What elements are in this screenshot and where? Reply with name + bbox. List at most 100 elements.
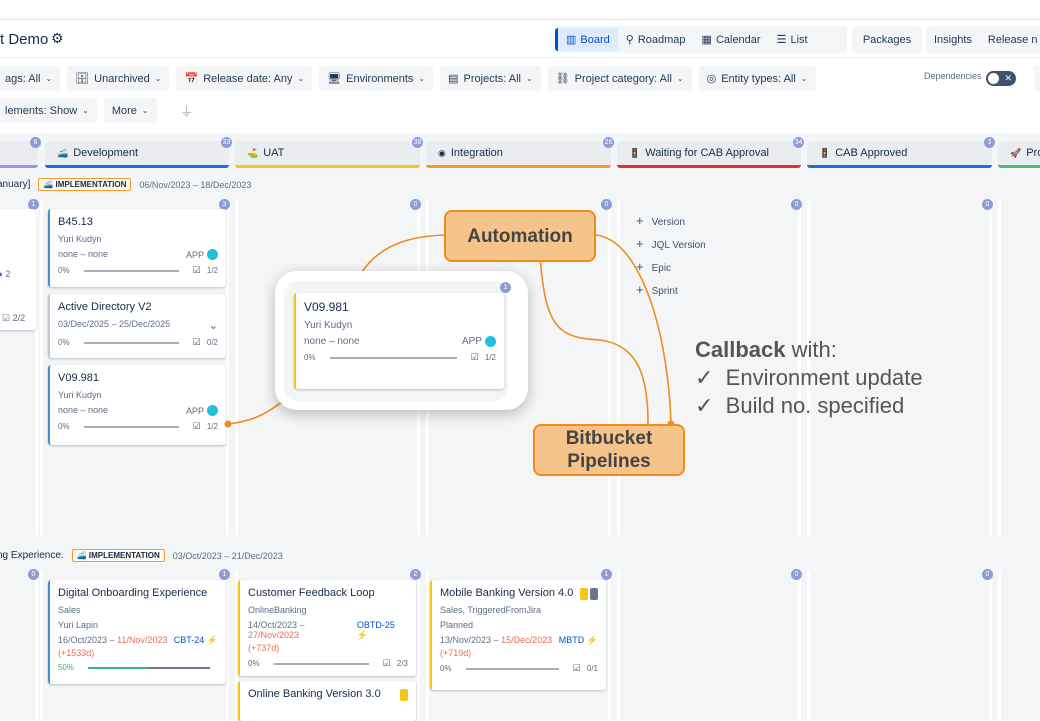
cell-count-badge: 1 (601, 569, 612, 580)
add-menu-item[interactable]: + Sprint (636, 279, 706, 302)
column-header-5[interactable]: 🚦 CAB Approved (807, 141, 992, 168)
checks-count: 2/3 (396, 659, 408, 668)
card-title: Mobile Banking Version 4.0 (440, 587, 574, 599)
swimlane-header[interactable]: anuary] 🚄 IMPLEMENTATION 06/Nov/2023 – 18/… (0, 178, 251, 191)
checkbox-icon: ☑ (382, 658, 391, 668)
progress-row: 0% ☑ 0/2 (58, 337, 218, 348)
card-dates: 16/Oct/2023 – 11/Nov/2023 (58, 635, 167, 646)
checkbox-icon: ☑ (572, 663, 581, 673)
tab-calendar[interactable]: ▦ Calendar (701, 33, 761, 47)
top-border (0, 19, 1040, 20)
swimlane-header[interactable]: ng Experience. 🚄 IMPLEMENTATION 03/Oct/202… (0, 549, 283, 562)
count-badge: 1 (500, 282, 511, 293)
add-menu-item[interactable]: + JQL Version (636, 233, 706, 256)
card-dates-row: none – none APP (58, 249, 218, 260)
card-project: Sales, TriggeredFromJira (440, 605, 542, 615)
lightning-icon: ⚡ (356, 630, 369, 640)
column-header-3[interactable]: ◉ Integration (426, 141, 611, 168)
tab-insights[interactable]: Insights (934, 33, 972, 46)
gear-icon[interactable]: ⚙ (51, 30, 64, 46)
cell-count-badge: 0 (410, 199, 421, 210)
issue-key[interactable]: OBTD-25 ⚡ (357, 620, 408, 641)
hierarchy-icon: ⛓ (555, 73, 570, 85)
column-header-4[interactable]: 🚦 Waiting for CAB Approval (617, 141, 801, 168)
start-date: 16/Oct/2023 – (58, 635, 115, 645)
filter-0[interactable]: ags: All ⌄ (0, 66, 61, 91)
connector-popup-automation (361, 234, 446, 273)
column-count-badge: 33 (221, 137, 232, 148)
filter-6[interactable]: ◎ Entity types: All ⌄ (698, 66, 816, 91)
release-card[interactable]: Active Directory V2 03/Dec/2025 – 25/Dec/… (48, 294, 226, 358)
tab-list[interactable]: ☰ List (776, 33, 808, 47)
filter-label: lements: Show (5, 104, 78, 117)
card-status: Planned (440, 620, 474, 630)
release-card[interactable]: Customer Feedback Loop OnlineBanking 14/Oc… (238, 580, 416, 676)
dependencies-toggle[interactable]: ✕ (986, 71, 1016, 86)
add-menu-item[interactable]: + Version (636, 210, 706, 233)
filter-label: Entity types: All (721, 72, 796, 85)
plus-icon: + (636, 213, 644, 228)
cell-count-badge: 0 (982, 199, 993, 210)
train-icon: 🚄 (43, 180, 56, 189)
tab-board[interactable]: ▥ Board (555, 28, 618, 51)
column-header-2[interactable]: ⛳ UAT (235, 141, 420, 168)
add-menu-label: Epic (651, 263, 672, 274)
checks-count: 1/2 (206, 422, 218, 431)
clear-filter-icon[interactable]: ⏚ (180, 104, 194, 119)
release-card[interactable]: V09.981 Yuri Kudyn none – none APP 0% ☑ 1/2 (294, 293, 504, 389)
checkbox-icon: ☑ (470, 352, 479, 362)
start-date: 13/Nov/2023 – (440, 635, 499, 645)
tab-roadmap[interactable]: ⚲ Roadmap (625, 33, 686, 47)
progress-row: 0% ☑ 0/1 (440, 663, 598, 674)
tab-packages[interactable]: Packages (852, 26, 922, 53)
filter-label: Environments (346, 72, 414, 85)
column-cell (617, 200, 801, 535)
column-count-badge: 26 (603, 137, 614, 148)
cell-count-badge: 2 (410, 569, 421, 580)
progress-bar (465, 667, 559, 670)
swimlane-dates: 06/Nov/2023 – 18/Dec/2023 (139, 179, 252, 190)
chevron-down-icon: ⌄ (154, 74, 162, 83)
filter-5[interactable]: ⛓ Project category: All ⌄ (547, 66, 692, 91)
tab-release-notes[interactable]: Release n (987, 33, 1038, 46)
card-owner: Yuri Kudyn (58, 234, 102, 244)
monitor-icon: 🖥 (327, 73, 342, 85)
filter-4[interactable]: ▤ Projects: All ⌄ (440, 66, 541, 91)
expand-chevron-icon[interactable]: ⌄ (208, 320, 218, 332)
lightning-icon: ⚡ (204, 635, 218, 645)
issue-key[interactable]: CBT-24 ⚡ (174, 635, 218, 646)
avatar-more: 2 (5, 269, 11, 279)
filter-3[interactable]: 🖥 Environments ⌄ (319, 66, 434, 91)
filter-label: Project category: All (574, 72, 672, 85)
release-card[interactable]: Online Banking Version 3.0 (238, 681, 416, 721)
filter2-1[interactable]: More ⌄ (103, 98, 157, 123)
add-menu-item[interactable]: + Epic (636, 256, 706, 279)
column-icon: 🚄 (57, 147, 69, 158)
filter2-0[interactable]: lements: Show ⌄ (0, 98, 97, 123)
card-project: OnlineBanking (248, 605, 307, 615)
release-card[interactable]: Digital Onboarding Experience Sales Yuri L… (48, 580, 226, 684)
column-label: Waiting for CAB Approval (645, 147, 769, 159)
filter-1[interactable]: 🗄 Unarchived ⌄ (67, 66, 170, 91)
train-icon: 🚄 (76, 551, 89, 560)
automation-callout: Automation (444, 210, 596, 262)
app-tag: APP (186, 405, 218, 416)
progress-percent: 50% (58, 663, 75, 672)
connector-automation-bitbucket (539, 254, 649, 425)
release-card[interactable]: B45.13 Yuri Kudyn none – none APP 0% ☑ 1/2 (48, 209, 226, 287)
grey-flag-icon (590, 588, 598, 600)
lightning-icon: ⚡ (584, 635, 598, 645)
partial-card[interactable]: ●● 2 ☑ 2/2 (0, 209, 36, 330)
column-header-6[interactable]: 🚀 Pro (998, 141, 1040, 168)
progress-percent: 0% (58, 266, 70, 275)
release-card[interactable]: Mobile Banking Version 4.0 Sales, Trigger… (430, 580, 606, 690)
calendar-icon: ▦ (701, 34, 712, 46)
filter-more-button[interactable] (1034, 66, 1040, 91)
issue-key[interactable]: MBTD ⚡ (559, 635, 598, 646)
filter-2[interactable]: 📅 Release date: Any ⌄ (176, 66, 313, 91)
column-cell (0, 570, 38, 720)
eye-icon: ◎ (706, 73, 717, 85)
release-card[interactable]: V09.981 Yuri Kudyn none – none APP 0% ☑ 1/2 (48, 365, 226, 445)
column-header-1[interactable]: 🚄 Development (45, 141, 229, 168)
add-menu-label: Sprint (651, 286, 678, 297)
